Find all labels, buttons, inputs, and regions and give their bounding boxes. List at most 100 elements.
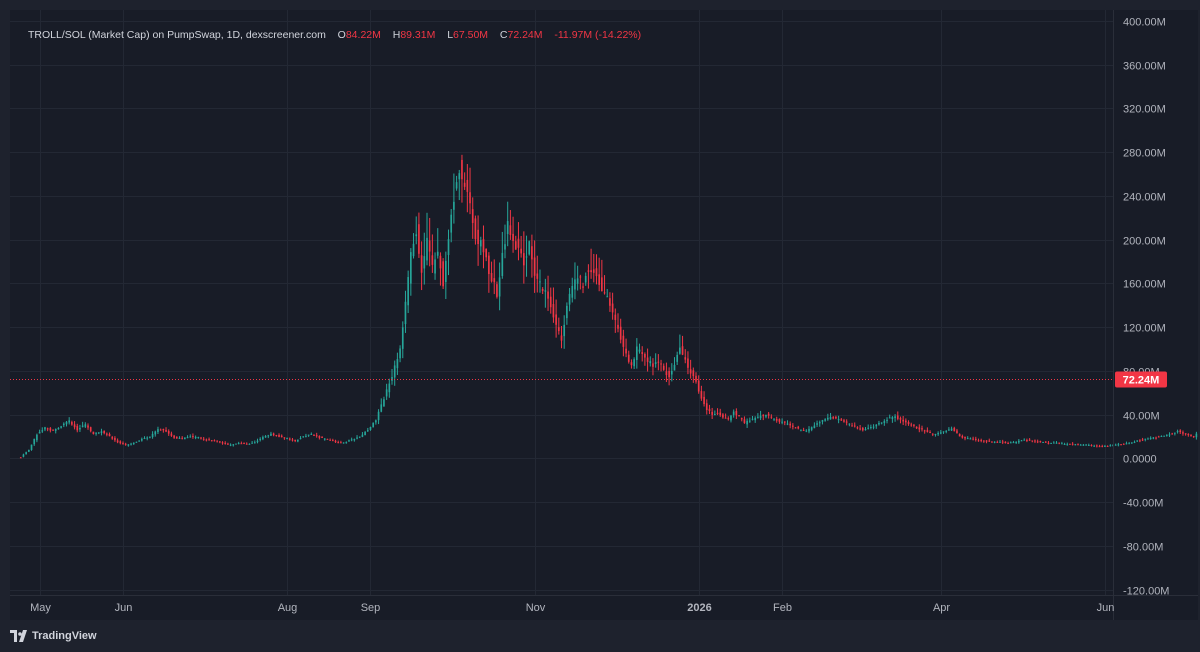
- candle-body: [835, 416, 837, 419]
- candle-body: [644, 353, 646, 358]
- candle-body: [498, 277, 501, 297]
- candle-body: [1004, 441, 1007, 444]
- candle-body: [670, 370, 673, 375]
- candle-body: [264, 436, 267, 438]
- candle-body: [700, 391, 703, 399]
- candle-body: [1082, 444, 1085, 446]
- candle-body: [251, 442, 253, 444]
- symbol-title[interactable]: TROLL/SOL (Market Cap) on PumpSwap, 1D, …: [28, 29, 326, 41]
- candle-body: [1036, 441, 1039, 443]
- time-axis[interactable]: May Jun Aug Sep Nov 2026 Feb Apr Jun: [10, 595, 1198, 615]
- candle-body: [923, 430, 926, 432]
- candle-body: [783, 421, 786, 423]
- change-value: -11.97M (-14.22%): [554, 29, 642, 41]
- candle-body: [173, 435, 175, 438]
- candle-body: [1182, 432, 1184, 434]
- candle-body: [315, 435, 318, 437]
- candle-body: [603, 292, 606, 294]
- candle-body: [657, 361, 660, 363]
- candle-body: [331, 440, 334, 442]
- candle-body: [851, 425, 853, 427]
- close-value: 72.24M: [507, 29, 543, 41]
- candle-body: [751, 418, 754, 420]
- candle-body: [937, 432, 939, 435]
- candle-body: [1055, 442, 1058, 444]
- candle-body: [980, 439, 983, 441]
- candle-body: [52, 429, 54, 431]
- candle-body: [479, 240, 482, 247]
- candle-body: [563, 324, 566, 337]
- candle-body: [996, 441, 999, 443]
- x-tick-label: Apr: [933, 602, 950, 614]
- candle-body: [576, 278, 579, 284]
- candle-body: [972, 438, 974, 440]
- candle-body: [509, 225, 512, 235]
- y-tick-label: 320.00M: [1123, 104, 1166, 116]
- candle-body: [184, 437, 186, 440]
- candle-body: [913, 424, 915, 426]
- candle-body: [68, 420, 71, 423]
- candle-body: [326, 438, 329, 440]
- candle-body: [738, 415, 740, 417]
- candle-body: [939, 432, 942, 434]
- open-value: 84.22M: [345, 29, 381, 41]
- candle-body: [1109, 445, 1112, 447]
- candle-body: [568, 293, 571, 305]
- candle-body: [237, 443, 240, 445]
- candle-body: [1184, 433, 1187, 435]
- candle-body: [1149, 437, 1152, 439]
- candle-body: [827, 417, 829, 420]
- candle-body: [676, 354, 679, 362]
- candle-body: [985, 440, 988, 442]
- candle-body: [714, 413, 716, 416]
- candle-body: [977, 440, 980, 442]
- candle-body: [544, 290, 547, 292]
- vertical-grid: [40, 10, 1106, 595]
- candle-body: [579, 276, 582, 278]
- candle-body: [420, 255, 423, 273]
- candle-body: [1050, 442, 1052, 444]
- candle-body: [609, 298, 611, 306]
- candle-body: [178, 437, 181, 439]
- low-value: 67.50M: [453, 29, 489, 41]
- candle-body: [759, 415, 762, 419]
- candle-body: [1042, 441, 1044, 443]
- candle-body: [210, 440, 213, 442]
- candle-body: [627, 354, 630, 362]
- candle-body: [1163, 435, 1165, 437]
- candle-body: [383, 399, 385, 407]
- candle-body: [385, 389, 388, 397]
- candle-body: [280, 435, 283, 438]
- price-chart[interactable]: 400.00M 360.00M 320.00M 280.00M 240.00M 200.0…: [10, 10, 1198, 620]
- candle-body: [380, 404, 383, 412]
- candle-body: [1144, 438, 1147, 440]
- candle-body: [313, 434, 315, 436]
- candle-body: [146, 437, 149, 439]
- candle-body: [660, 363, 662, 365]
- candle-body: [477, 229, 479, 245]
- candle-body: [732, 411, 735, 415]
- candle-body: [138, 440, 140, 442]
- candle-body: [157, 429, 159, 433]
- candle-body: [127, 444, 130, 446]
- candle-body: [369, 427, 372, 430]
- price-axis[interactable]: 400.00M 360.00M 320.00M 280.00M 240.00M 200.0…: [1113, 10, 1170, 620]
- candle-body: [687, 358, 689, 368]
- candle-body: [619, 326, 622, 340]
- candle-body: [870, 427, 872, 429]
- candle-body: [689, 369, 692, 374]
- candle-body: [202, 438, 205, 440]
- candle-body: [49, 428, 52, 431]
- candle-body: [426, 237, 428, 261]
- candle-body: [192, 436, 194, 438]
- candle-body: [697, 380, 700, 392]
- candle-body: [318, 436, 321, 438]
- candle-body: [100, 431, 103, 433]
- tradingview-logo[interactable]: TradingView: [10, 629, 97, 643]
- candle-body: [894, 416, 896, 419]
- candle-body: [270, 433, 272, 436]
- candle-body: [30, 444, 33, 450]
- y-tick-label: -80.00M: [1123, 542, 1163, 554]
- candle-body: [598, 274, 600, 285]
- chart-background: [10, 10, 1198, 620]
